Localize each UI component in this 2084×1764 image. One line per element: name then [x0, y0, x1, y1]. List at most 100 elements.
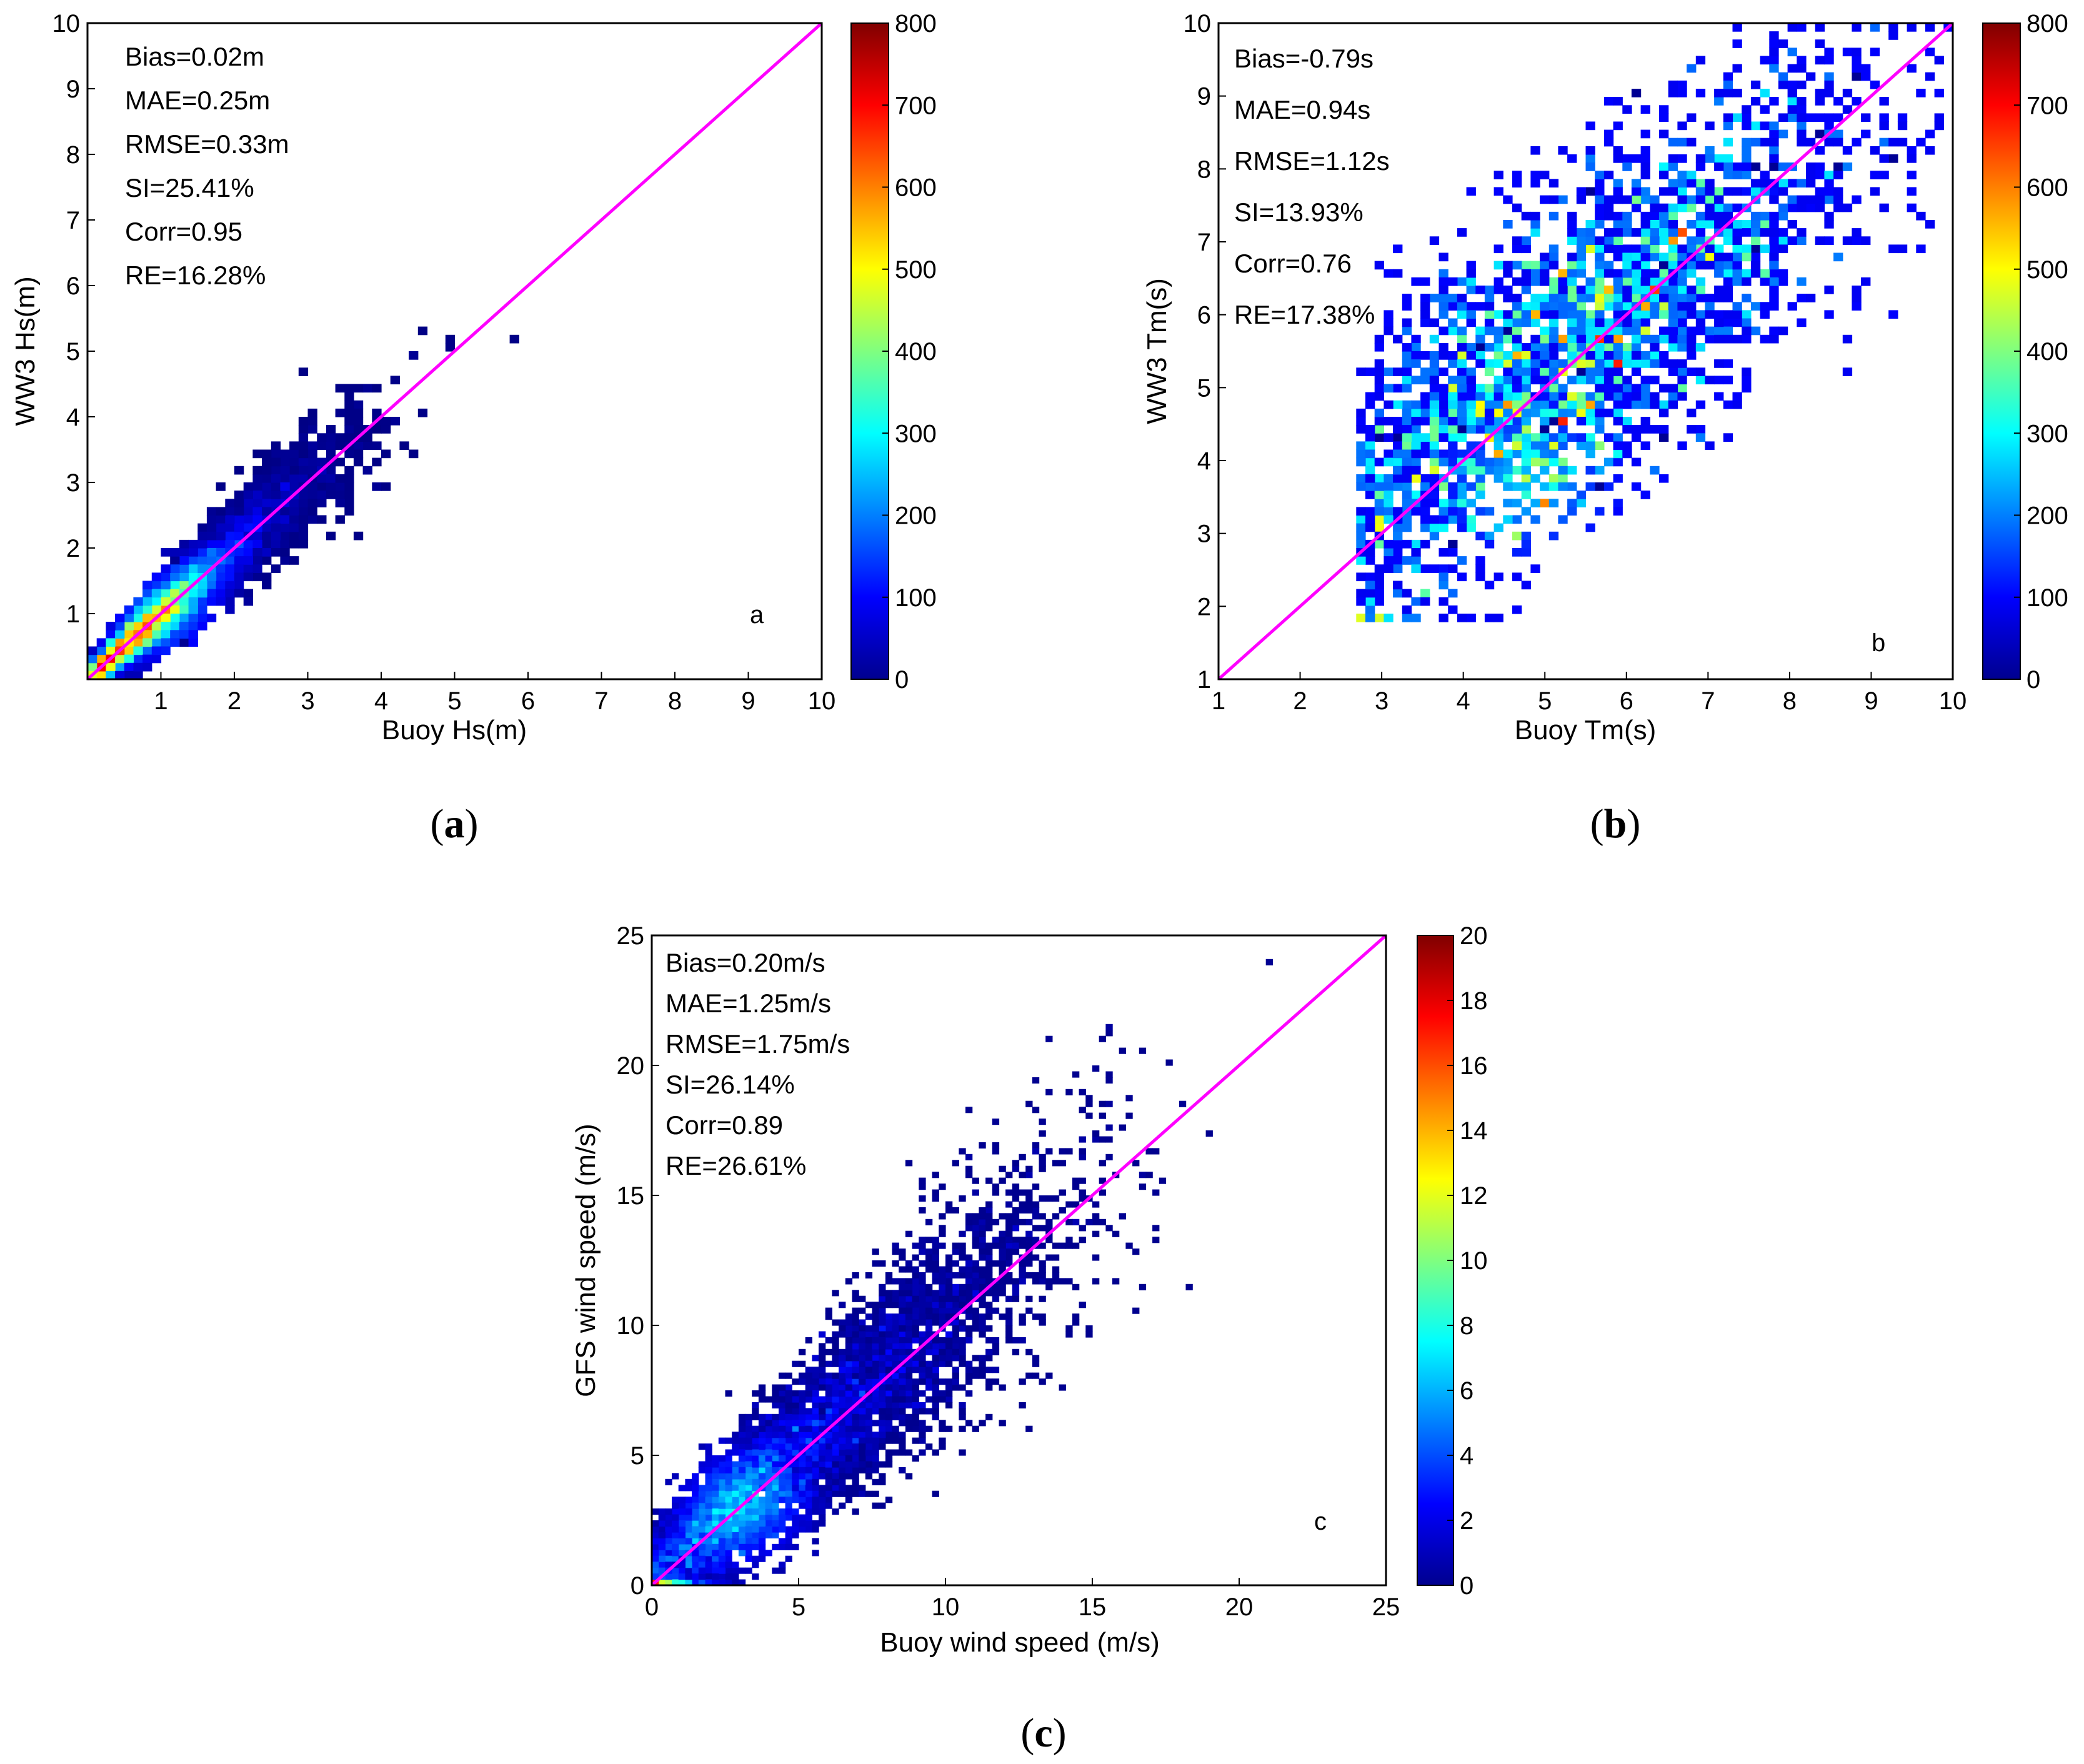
- panel-c-density-cell: [678, 1497, 686, 1503]
- panel-c-density-cell: [945, 1384, 953, 1391]
- panel-c-density-cell: [865, 1396, 873, 1403]
- panel-b-density-cell: [1603, 269, 1614, 278]
- panel-c-density-cell: [832, 1360, 839, 1367]
- panel-b-density-cell: [1677, 342, 1687, 352]
- panel-a-density-cell: [262, 581, 272, 590]
- panel-c-density-cell: [698, 1467, 706, 1473]
- panel-c-density-cell: [1012, 1295, 1020, 1302]
- panel-a-caption-letter: a: [444, 801, 465, 847]
- panel-b-density-cell: [1374, 589, 1384, 598]
- panel-b-density-cell: [1466, 523, 1476, 532]
- panel-c-density-cell: [705, 1579, 712, 1586]
- panel-c-density-cell: [779, 1455, 786, 1462]
- panel-c-density-cell: [825, 1473, 832, 1480]
- panel-a-density-cell: [307, 482, 317, 491]
- panel-b-density-cell: [1585, 236, 1595, 245]
- panel-c-density-cell: [872, 1432, 879, 1438]
- panel-c-density-cell: [678, 1550, 686, 1557]
- panel-c-density-cell: [698, 1502, 706, 1509]
- panel-b-density-cell: [1925, 220, 1935, 229]
- panel-c-density-cell: [979, 1237, 986, 1243]
- panel-b-density-cell: [1742, 367, 1752, 376]
- panel-b-density-cell: [1521, 318, 1531, 327]
- panel-c-density-cell: [738, 1532, 746, 1538]
- panel-c-density-cell: [718, 1461, 726, 1468]
- panel-b-density-cell: [1393, 457, 1403, 467]
- panel-b-density-cell: [1576, 244, 1587, 254]
- panel-c-density-cell: [758, 1443, 766, 1450]
- panel-c-density-cell: [905, 1230, 913, 1237]
- panel-b-density-cell: [1603, 351, 1614, 360]
- panel-b-density-cell: [1732, 334, 1742, 344]
- panel-b-density-cell: [1723, 310, 1733, 319]
- panel-b-density-cell: [1374, 384, 1384, 393]
- panel-b-density-cell: [1512, 572, 1522, 582]
- panel-c-density-cell: [905, 1396, 913, 1403]
- panel-b-density-cell: [1787, 89, 1797, 97]
- panel-c-density-cell: [965, 1331, 973, 1338]
- panel-c-density-cell: [1039, 1295, 1046, 1302]
- panel-b-density-cell: [1438, 367, 1448, 376]
- panel-b-density-cell: [1512, 425, 1522, 434]
- panel-c-density-cell: [785, 1532, 792, 1538]
- panel-c-density-cell: [919, 1319, 926, 1326]
- panel-c-density-cell: [985, 1307, 993, 1314]
- panel-c-density-cell: [792, 1532, 799, 1538]
- panel-b-density-cell: [1448, 515, 1458, 524]
- panel-b-density-cell: [1778, 244, 1788, 254]
- panel-b-density-cell: [1457, 310, 1467, 319]
- panel-c-density-cell: [839, 1420, 846, 1427]
- panel-c-density-cell: [712, 1467, 719, 1473]
- panel-a-density-cell: [234, 466, 244, 475]
- panel-a-density-cell: [142, 654, 152, 664]
- panel-b-density-cell: [1484, 507, 1495, 516]
- panel-c-density-cell: [799, 1461, 806, 1468]
- panel-b-density-cell: [1723, 203, 1733, 212]
- panel-b-density-cell: [1530, 359, 1540, 368]
- panel-a-density-cell: [307, 515, 317, 524]
- panel-b-density-cell: [1365, 515, 1375, 524]
- panel-c-density-cell: [1052, 1266, 1060, 1273]
- panel-c-density-cell: [1032, 1355, 1040, 1362]
- panel-c-density-cell: [799, 1402, 806, 1408]
- panel-c-density-cell: [839, 1437, 846, 1444]
- panel-a-density-cell: [317, 515, 327, 524]
- panel-c-density-cell: [805, 1455, 812, 1462]
- panel-b-density-cell: [1503, 376, 1513, 385]
- panel-c-density-cell: [852, 1348, 859, 1355]
- panel-b-density-cell: [1907, 64, 1917, 73]
- panel-c-density-cell: [1045, 1218, 1053, 1225]
- panel-c-density-cell: [905, 1360, 913, 1367]
- panel-c-density-cell: [992, 1142, 1000, 1149]
- panel-c-density-cell: [758, 1461, 766, 1468]
- panel-a-density-cell: [133, 597, 143, 606]
- panel-c-density-cell: [1105, 1077, 1113, 1084]
- panel-a-density-cell: [124, 605, 134, 614]
- panel-c-density-cell: [865, 1378, 873, 1385]
- panel-c-density-cell: [1099, 1035, 1106, 1042]
- panel-c-density-cell: [1059, 1148, 1066, 1155]
- panel-c-density-cell: [785, 1526, 792, 1533]
- panel-b-density-cell: [1595, 342, 1605, 352]
- panel-a-density-cell: [206, 507, 217, 516]
- panel-c-density-cell: [665, 1520, 672, 1527]
- panel-a-density-cell: [262, 507, 272, 516]
- panel-a-density-cell: [353, 441, 364, 451]
- panel-c-density-cell: [1085, 1325, 1093, 1332]
- panel-c-density-cell: [892, 1325, 899, 1332]
- panel-c-density-cell: [812, 1478, 819, 1485]
- panel-b-density-cell: [1475, 417, 1485, 426]
- panel-c-density-cell: [732, 1497, 739, 1503]
- panel-a-density-cell: [197, 564, 207, 573]
- panel-c-density-cell: [672, 1550, 679, 1557]
- panel-b-density-cell: [1374, 457, 1384, 467]
- panel-c-density-cell: [939, 1390, 946, 1397]
- panel-c-density-cell: [685, 1543, 692, 1550]
- panel-c-density-cell: [672, 1579, 679, 1586]
- panel-b-density-cell: [1668, 261, 1678, 270]
- panel-b-density-cell: [1420, 417, 1430, 426]
- panel-c-density-cell: [965, 1272, 973, 1278]
- panel-b-density-cell: [1540, 425, 1550, 434]
- panel-c-density-cell: [752, 1432, 759, 1438]
